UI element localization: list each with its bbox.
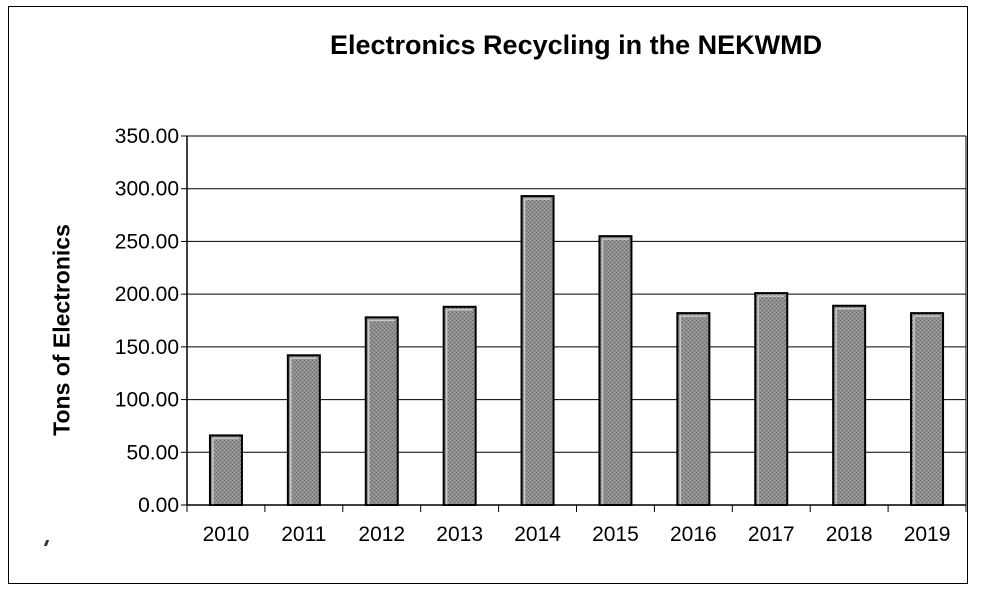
bar-fill	[286, 354, 321, 507]
bar-2015	[598, 235, 633, 507]
x-tick-label: 2012	[358, 523, 405, 546]
bar-2012	[364, 316, 399, 506]
y-tick-label: 100.00	[115, 389, 179, 412]
bar-fill	[520, 195, 555, 506]
bar-2011	[286, 354, 321, 507]
x-tick-label: 2010	[203, 523, 250, 546]
x-tick-label: 2015	[592, 523, 639, 546]
x-tick-label: 2016	[670, 523, 717, 546]
chart-frame	[8, 6, 968, 584]
bar-2017	[754, 292, 789, 506]
bar-fill	[832, 304, 867, 506]
bar-2013	[442, 305, 477, 506]
y-tick-label: 150.00	[115, 336, 179, 359]
x-tick-label: 2019	[904, 523, 951, 546]
bar-2016	[676, 312, 711, 506]
y-tick-label: 50.00	[126, 441, 179, 464]
y-tick-label: 250.00	[115, 230, 179, 253]
bar-2018	[832, 304, 867, 506]
bar-fill	[364, 316, 399, 506]
y-tick-label: 0.00	[138, 494, 179, 517]
x-tick-label: 2013	[436, 523, 483, 546]
x-tick-label: 2014	[514, 523, 561, 546]
x-tick-label: 2011	[281, 523, 326, 546]
y-tick-label: 350.00	[115, 125, 179, 148]
bar-2019	[910, 312, 945, 506]
y-tick-label: 200.00	[115, 283, 179, 306]
bar-fill	[208, 434, 243, 506]
x-tick-label: 2017	[748, 523, 795, 546]
bar-fill	[754, 292, 789, 506]
bar-fill	[442, 305, 477, 506]
y-tick-label: 300.00	[115, 178, 179, 201]
bar-fill	[598, 235, 633, 507]
x-tick-label: 2018	[826, 523, 873, 546]
chart-title: Electronics Recycling in the NEKWMD	[330, 30, 823, 60]
bar-2014	[520, 195, 555, 506]
bar-fill	[676, 312, 711, 506]
bar-fill	[910, 312, 945, 506]
bar-2010	[208, 434, 243, 506]
